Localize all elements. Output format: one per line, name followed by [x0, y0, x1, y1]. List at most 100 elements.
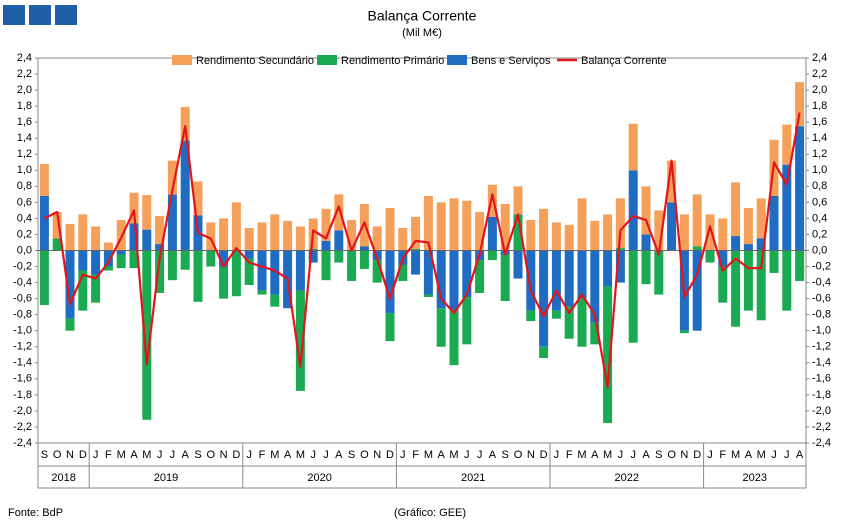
y-tick-label: 2,2 [17, 68, 32, 80]
x-tick-label: A [335, 449, 343, 461]
bar [270, 214, 280, 251]
x-tick-label: M [142, 449, 151, 461]
x-tick-label: D [540, 449, 548, 461]
x-tick-label: N [527, 449, 535, 461]
y2-tick-label: 0,6 [812, 196, 827, 208]
bar [743, 250, 753, 311]
source: Fonte: BdP [8, 507, 63, 519]
x-tick-label: A [284, 449, 292, 461]
bar [564, 306, 574, 339]
y-tick-label: -2,2 [13, 421, 32, 433]
bar [743, 244, 753, 251]
bar [577, 298, 587, 347]
bar [142, 229, 152, 251]
y2-tick-label: 2,2 [812, 68, 827, 80]
x-tick-label: A [182, 449, 190, 461]
x-tick-label: D [232, 449, 240, 461]
x-tick-label: S [655, 449, 662, 461]
logo-square [29, 5, 51, 25]
y2-tick-label: -1,4 [812, 357, 831, 369]
logo-square [55, 5, 77, 25]
y2-tick-label: -1,0 [812, 325, 831, 337]
bar [436, 308, 446, 347]
x-tick-label: J [157, 449, 163, 461]
bar [385, 250, 395, 314]
bar [78, 270, 88, 311]
x-tick-label: A [796, 449, 804, 461]
x-tick-label: J [93, 449, 99, 461]
bar [129, 250, 139, 269]
bar [462, 250, 472, 298]
bar [129, 223, 139, 251]
y2-tick-label: -1,8 [812, 389, 831, 401]
y-tick-label: -1,4 [13, 357, 32, 369]
bar [359, 250, 369, 269]
bar [782, 250, 792, 311]
bar [244, 228, 254, 251]
bar [180, 250, 190, 270]
bar [308, 250, 318, 263]
bar [718, 266, 728, 303]
y2-tick-label: -1,2 [812, 341, 831, 353]
bar [39, 195, 49, 251]
bar [449, 310, 459, 366]
x-tick-label: O [667, 449, 676, 461]
y2-tick-label: -2,0 [812, 405, 831, 417]
bar [295, 226, 305, 251]
y2-tick-label: 0,0 [812, 244, 827, 256]
x-tick-label: F [259, 449, 266, 461]
x-tick-label: J [477, 449, 483, 461]
bar [436, 250, 446, 309]
x-tick-label: O [360, 449, 369, 461]
y-tick-label: 0,0 [17, 244, 32, 256]
bar [155, 244, 165, 251]
legend-swatch [447, 55, 467, 65]
bar [257, 250, 267, 291]
bar [487, 216, 497, 251]
bar [257, 222, 267, 251]
bar [475, 260, 485, 294]
bar [167, 194, 177, 251]
x-tick-label: M [577, 449, 586, 461]
bar [679, 214, 689, 251]
y2-tick-label: -0,6 [812, 293, 831, 305]
bar [667, 160, 677, 203]
bar [231, 250, 241, 297]
x-tick-label: O [207, 449, 216, 461]
y-tick-label: -1,2 [13, 341, 32, 353]
bar [615, 198, 625, 249]
bar [692, 246, 702, 251]
y2-tick-label: 0,8 [812, 180, 827, 192]
bar [756, 198, 766, 239]
bar [385, 207, 395, 251]
x-tick-label: J [400, 449, 406, 461]
x-tick-label: M [117, 449, 126, 461]
bar [244, 258, 254, 285]
y-tick-label: -1,0 [13, 325, 32, 337]
x-tick-label: F [105, 449, 112, 461]
bar [731, 236, 741, 251]
bar [129, 192, 139, 224]
x-tick-label: J [784, 449, 790, 461]
x-tick-label: J [771, 449, 777, 461]
bar [526, 250, 536, 311]
y2-tick-label: 2,0 [812, 84, 827, 96]
x-tick-label: M [424, 449, 433, 461]
bar [603, 214, 613, 251]
x-tick-label: M [603, 449, 612, 461]
bar [743, 207, 753, 245]
bar [91, 226, 101, 251]
bar [91, 274, 101, 303]
chart-title: Balança Corrente [368, 8, 477, 24]
x-tick-label: D [386, 449, 394, 461]
x-tick-label: M [449, 449, 458, 461]
bar [577, 198, 587, 251]
bar [718, 218, 728, 251]
bar [731, 182, 741, 237]
x-tick-label: D [693, 449, 701, 461]
logo-square [3, 5, 25, 25]
y-tick-label: -0,8 [13, 309, 32, 321]
y2-tick-label: -2,2 [812, 421, 831, 433]
year-label: 2022 [615, 472, 639, 484]
y-tick-label: -1,8 [13, 389, 32, 401]
